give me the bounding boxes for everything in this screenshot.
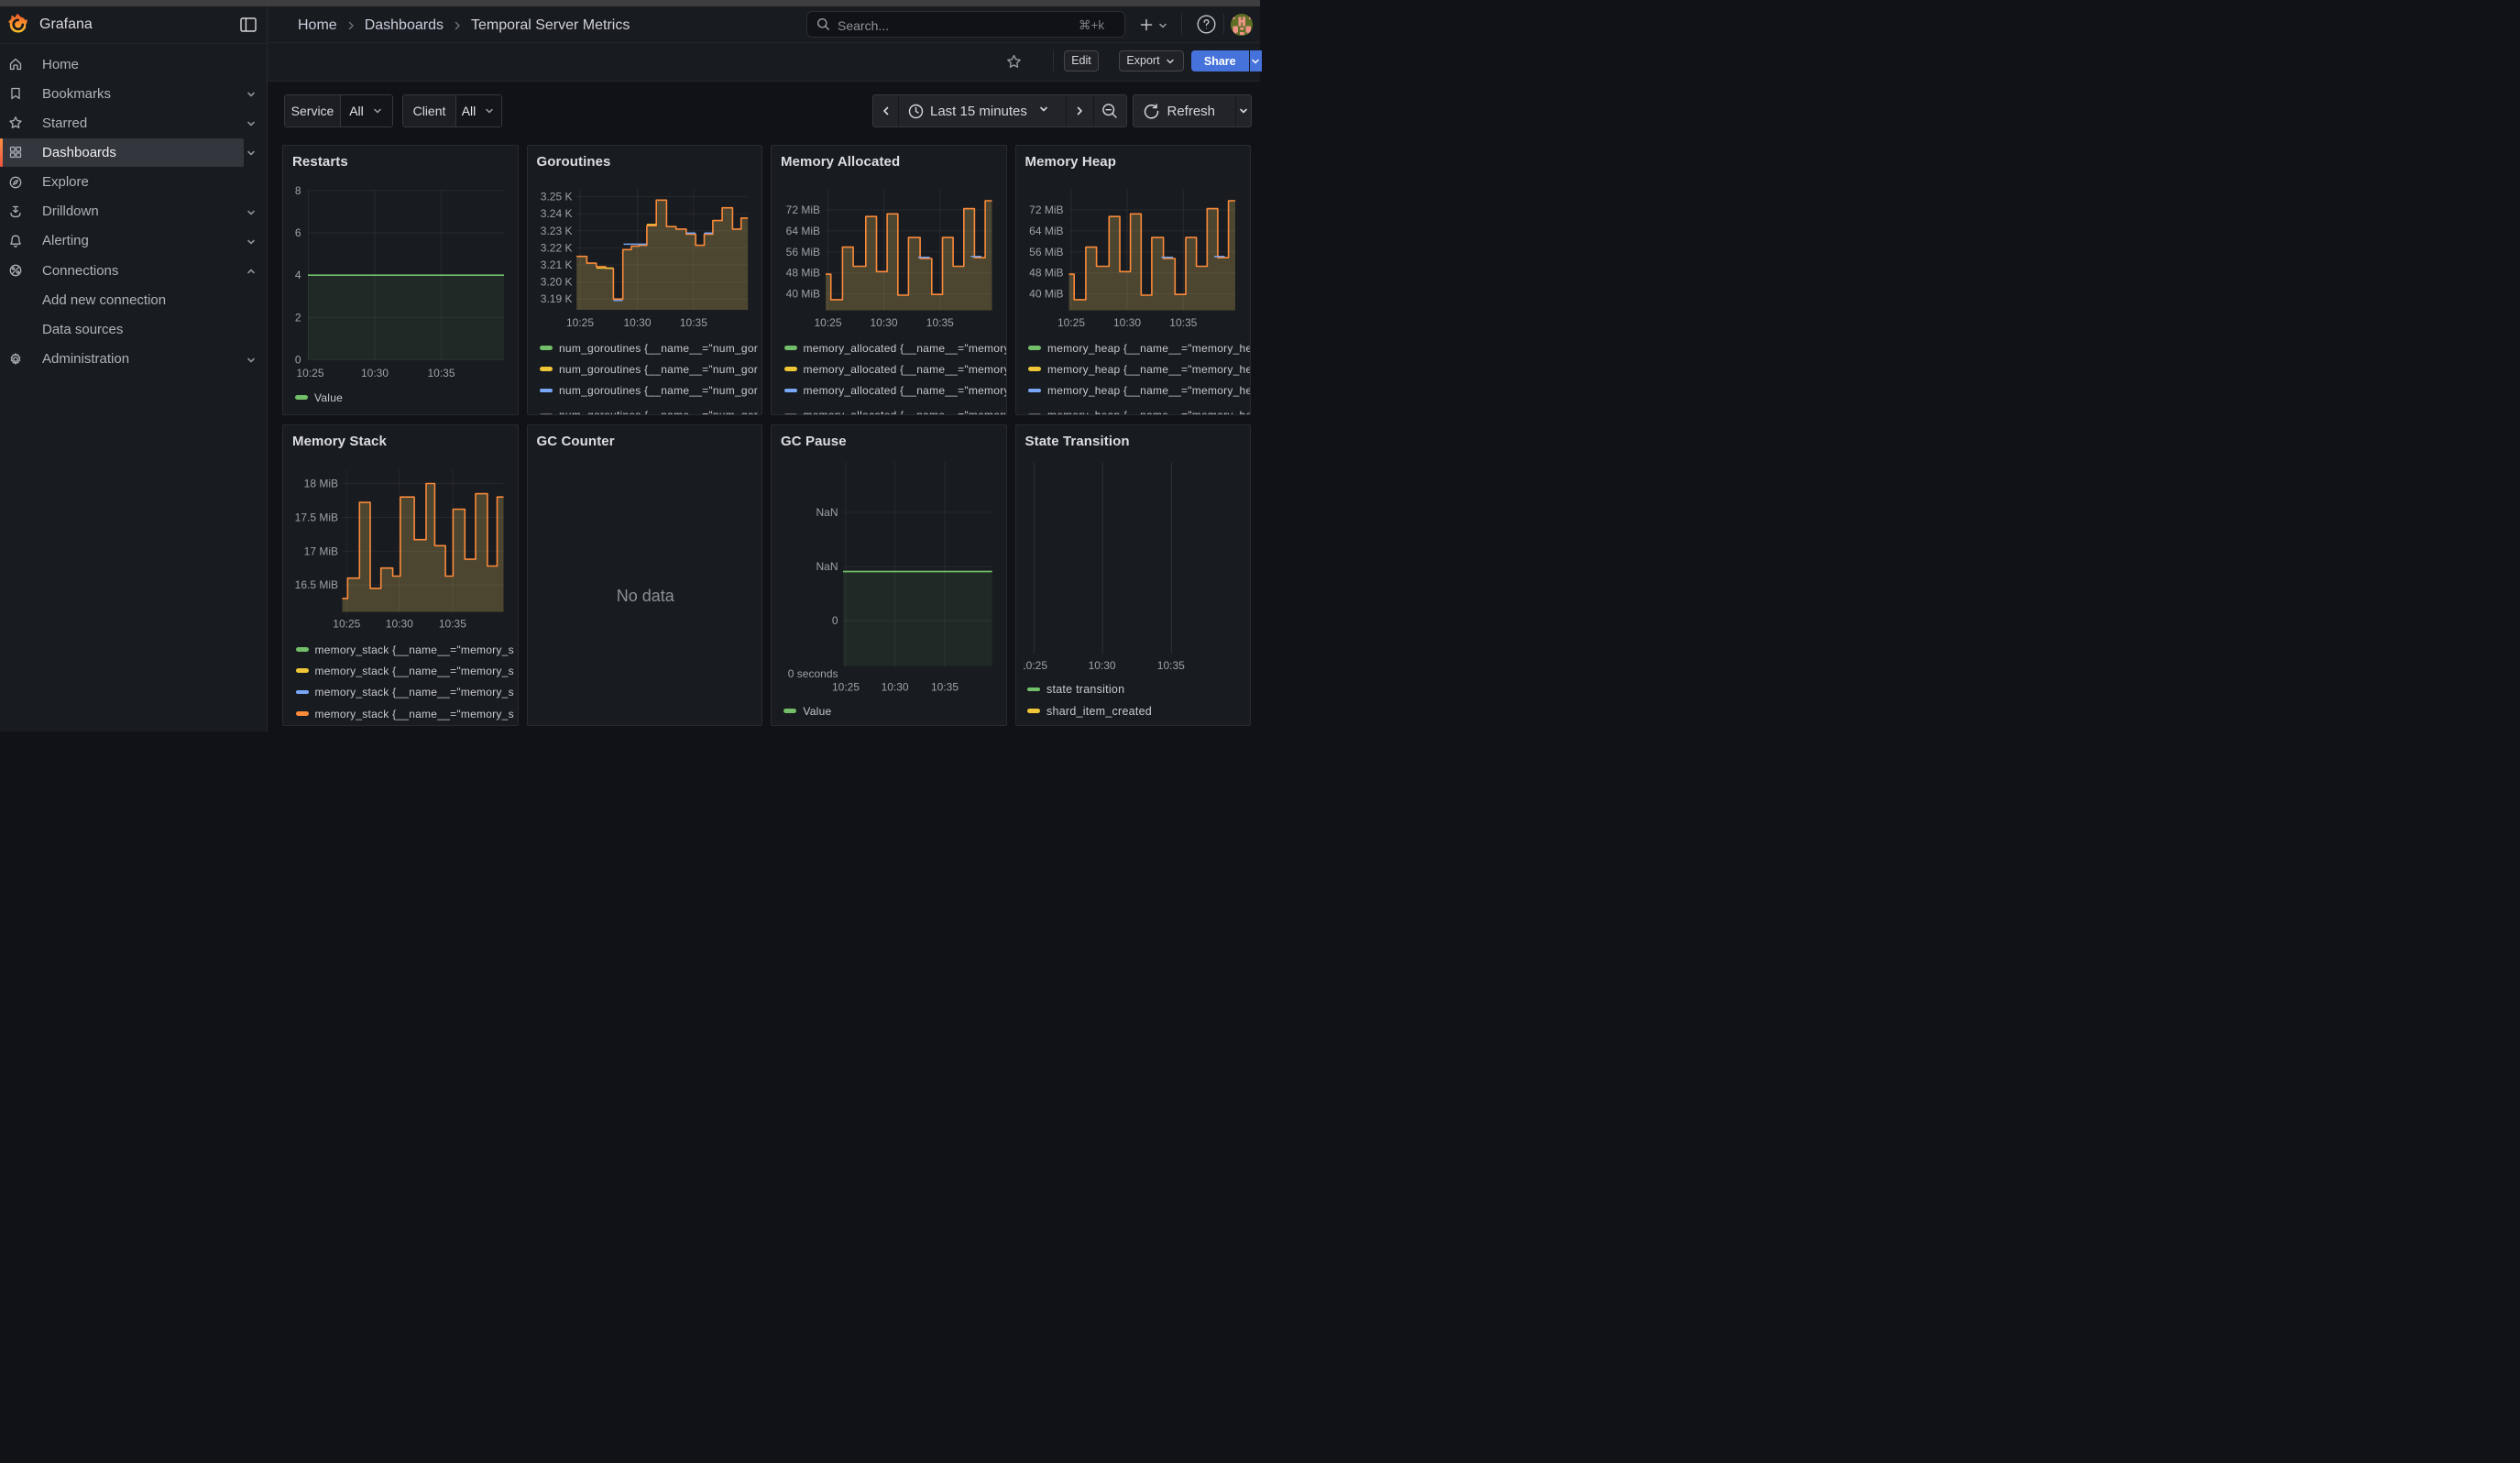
svg-text:3.24 K: 3.24 K (540, 207, 572, 220)
svg-text:16.5 MiB: 16.5 MiB (295, 578, 338, 591)
svg-text:17.5 MiB: 17.5 MiB (295, 511, 338, 523)
svg-text:10:35: 10:35 (427, 367, 455, 380)
svg-text:10:25: 10:25 (333, 617, 360, 630)
svg-text:72 MiB: 72 MiB (1029, 204, 1063, 216)
svg-text:10:25: 10:25 (565, 316, 593, 329)
svg-text:18 MiB: 18 MiB (304, 477, 338, 490)
svg-text:64 MiB: 64 MiB (786, 225, 820, 237)
svg-text:0 seconds: 0 seconds (788, 667, 838, 680)
svg-text:10:25: 10:25 (296, 367, 323, 380)
svg-text:10:35: 10:35 (439, 617, 466, 630)
svg-text:3.20 K: 3.20 K (540, 276, 572, 289)
svg-text:3.19 K: 3.19 K (540, 292, 572, 305)
svg-text:48 MiB: 48 MiB (1029, 267, 1063, 280)
svg-text:0: 0 (295, 354, 301, 367)
svg-text:NaN: NaN (816, 560, 838, 573)
svg-text:8: 8 (295, 184, 301, 197)
svg-text:4: 4 (295, 269, 301, 281)
svg-text:48 MiB: 48 MiB (786, 267, 820, 280)
svg-text:64 MiB: 64 MiB (1029, 225, 1063, 237)
svg-text:10:30: 10:30 (386, 617, 413, 630)
svg-text:10:30: 10:30 (623, 316, 651, 329)
svg-text:10:30: 10:30 (1112, 316, 1140, 329)
svg-text:3.25 K: 3.25 K (540, 191, 572, 204)
svg-text:0: 0 (832, 614, 838, 627)
svg-text:56 MiB: 56 MiB (1029, 246, 1063, 258)
svg-text:72 MiB: 72 MiB (786, 204, 820, 216)
svg-text:10:25: 10:25 (814, 316, 841, 329)
svg-text:10:35: 10:35 (1169, 316, 1197, 329)
svg-text:10:35: 10:35 (931, 680, 959, 693)
svg-text:6: 6 (295, 226, 301, 239)
svg-text:56 MiB: 56 MiB (786, 246, 820, 258)
svg-text:10:30: 10:30 (870, 316, 897, 329)
svg-text:3.23 K: 3.23 K (540, 225, 572, 237)
svg-text:10:35: 10:35 (679, 316, 707, 329)
svg-text:10:35: 10:35 (926, 316, 954, 329)
svg-text:NaN: NaN (816, 505, 838, 518)
svg-text:40 MiB: 40 MiB (1029, 288, 1063, 301)
svg-text:2: 2 (295, 311, 301, 324)
svg-text:10:30: 10:30 (361, 367, 389, 380)
svg-text:3.21 K: 3.21 K (540, 258, 572, 271)
svg-text:10:25: 10:25 (1057, 316, 1084, 329)
svg-text:40 MiB: 40 MiB (786, 288, 820, 301)
svg-text:17 MiB: 17 MiB (304, 544, 338, 557)
svg-text:3.22 K: 3.22 K (540, 241, 572, 254)
svg-text:10:25: 10:25 (832, 680, 860, 693)
svg-text:10:30: 10:30 (882, 680, 909, 693)
